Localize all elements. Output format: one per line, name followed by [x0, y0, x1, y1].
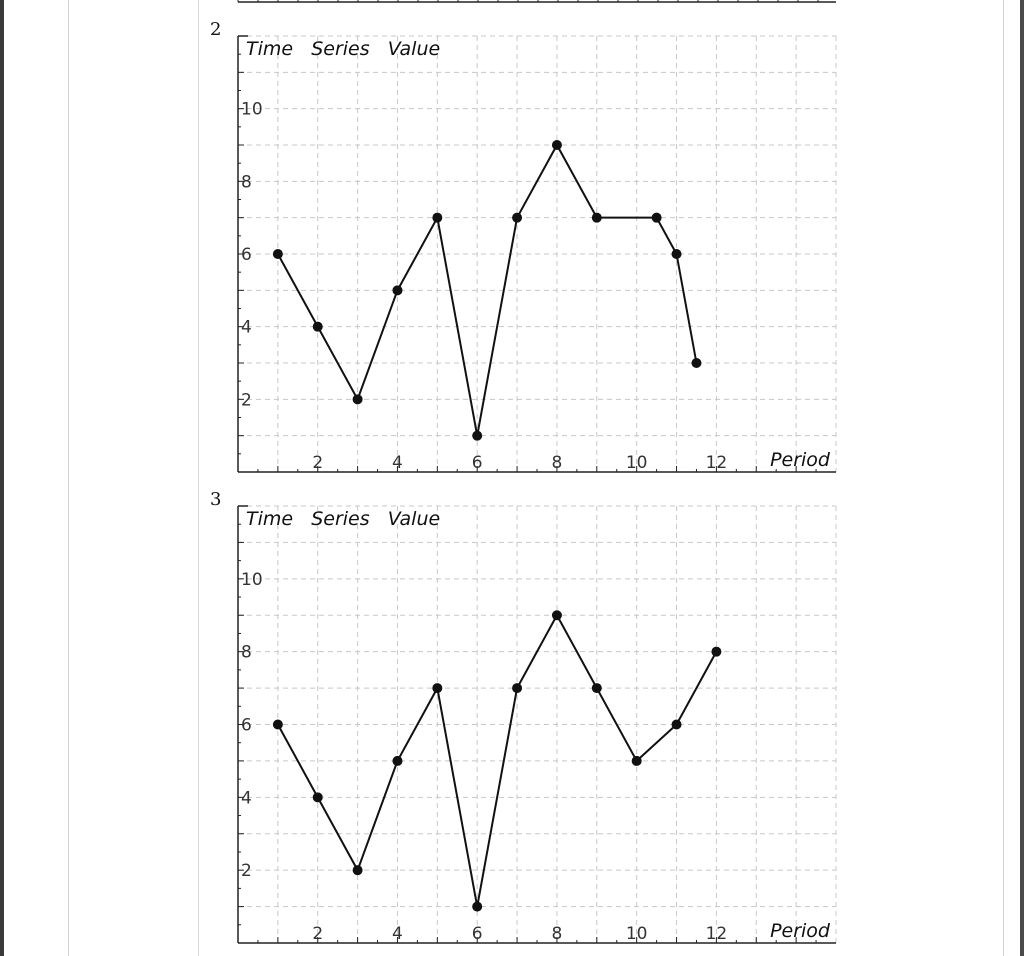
y-tick-label: 8: [241, 643, 252, 663]
data-point: [392, 285, 403, 296]
data-point: [512, 212, 523, 223]
x-axis-title: Period: [770, 449, 831, 471]
data-point: [711, 646, 722, 657]
data-point: [512, 683, 523, 694]
y-tick-label: 2: [241, 861, 252, 881]
document-left-margin: [68, 0, 69, 956]
data-point: [671, 719, 682, 730]
data-point: [591, 683, 602, 694]
data-point: [591, 212, 602, 223]
x-tick-label: 6: [472, 453, 483, 473]
data-point: [472, 901, 483, 912]
data-point: [432, 683, 443, 694]
data-point: [312, 321, 323, 332]
y-axis-title: Time Series Value: [246, 508, 440, 530]
x-tick-label: 8: [552, 453, 563, 473]
data-point: [631, 755, 642, 766]
x-axis-title: Period: [770, 920, 831, 942]
cell-label-2: 2: [210, 19, 222, 40]
x-tick-label: 2: [312, 924, 323, 944]
y-tick-label: 4: [241, 318, 252, 338]
data-point: [551, 610, 562, 621]
y-tick-label: 10: [241, 100, 263, 120]
data-point: [472, 430, 483, 441]
data-point: [312, 792, 323, 803]
y-tick-label: 8: [241, 172, 252, 192]
data-point: [352, 394, 363, 405]
series-line: [276, 613, 718, 907]
series-line: [276, 142, 698, 436]
previous-chart-axis-remnant: [237, 0, 836, 3]
chart-grid: [238, 505, 837, 943]
data-point: [671, 249, 682, 259]
data-point: [392, 755, 403, 766]
x-tick-label: 10: [626, 924, 648, 944]
x-tick-label: 10: [626, 453, 648, 473]
cell-label-3: 3: [210, 489, 222, 510]
x-tick-label: 8: [552, 924, 563, 944]
x-tick-label: 2: [312, 453, 323, 473]
data-point: [691, 358, 702, 368]
y-tick-label: 4: [241, 788, 252, 808]
data-point: [651, 212, 662, 223]
data-point: [272, 719, 283, 730]
x-tick-label: 4: [392, 453, 403, 473]
data-point: [352, 865, 363, 876]
y-tick-label: 10: [241, 570, 263, 590]
y-tick-label: 2: [241, 390, 252, 410]
document-cell-margin: [198, 0, 199, 956]
x-tick-label: 12: [706, 924, 728, 944]
data-point: [551, 140, 562, 150]
y-tick-label: 6: [241, 716, 252, 736]
x-tick-label: 4: [392, 924, 403, 944]
document-right-margin: [1003, 0, 1004, 956]
x-tick-label: 12: [706, 453, 728, 473]
y-tick-label: 6: [241, 245, 252, 265]
y-axis-title: Time Series Value: [246, 38, 440, 60]
data-point: [432, 212, 443, 223]
window-left-edge: [0, 0, 4, 956]
x-tick-label: 6: [472, 924, 483, 944]
window-right-edge: [1020, 0, 1024, 956]
data-point: [272, 249, 283, 259]
